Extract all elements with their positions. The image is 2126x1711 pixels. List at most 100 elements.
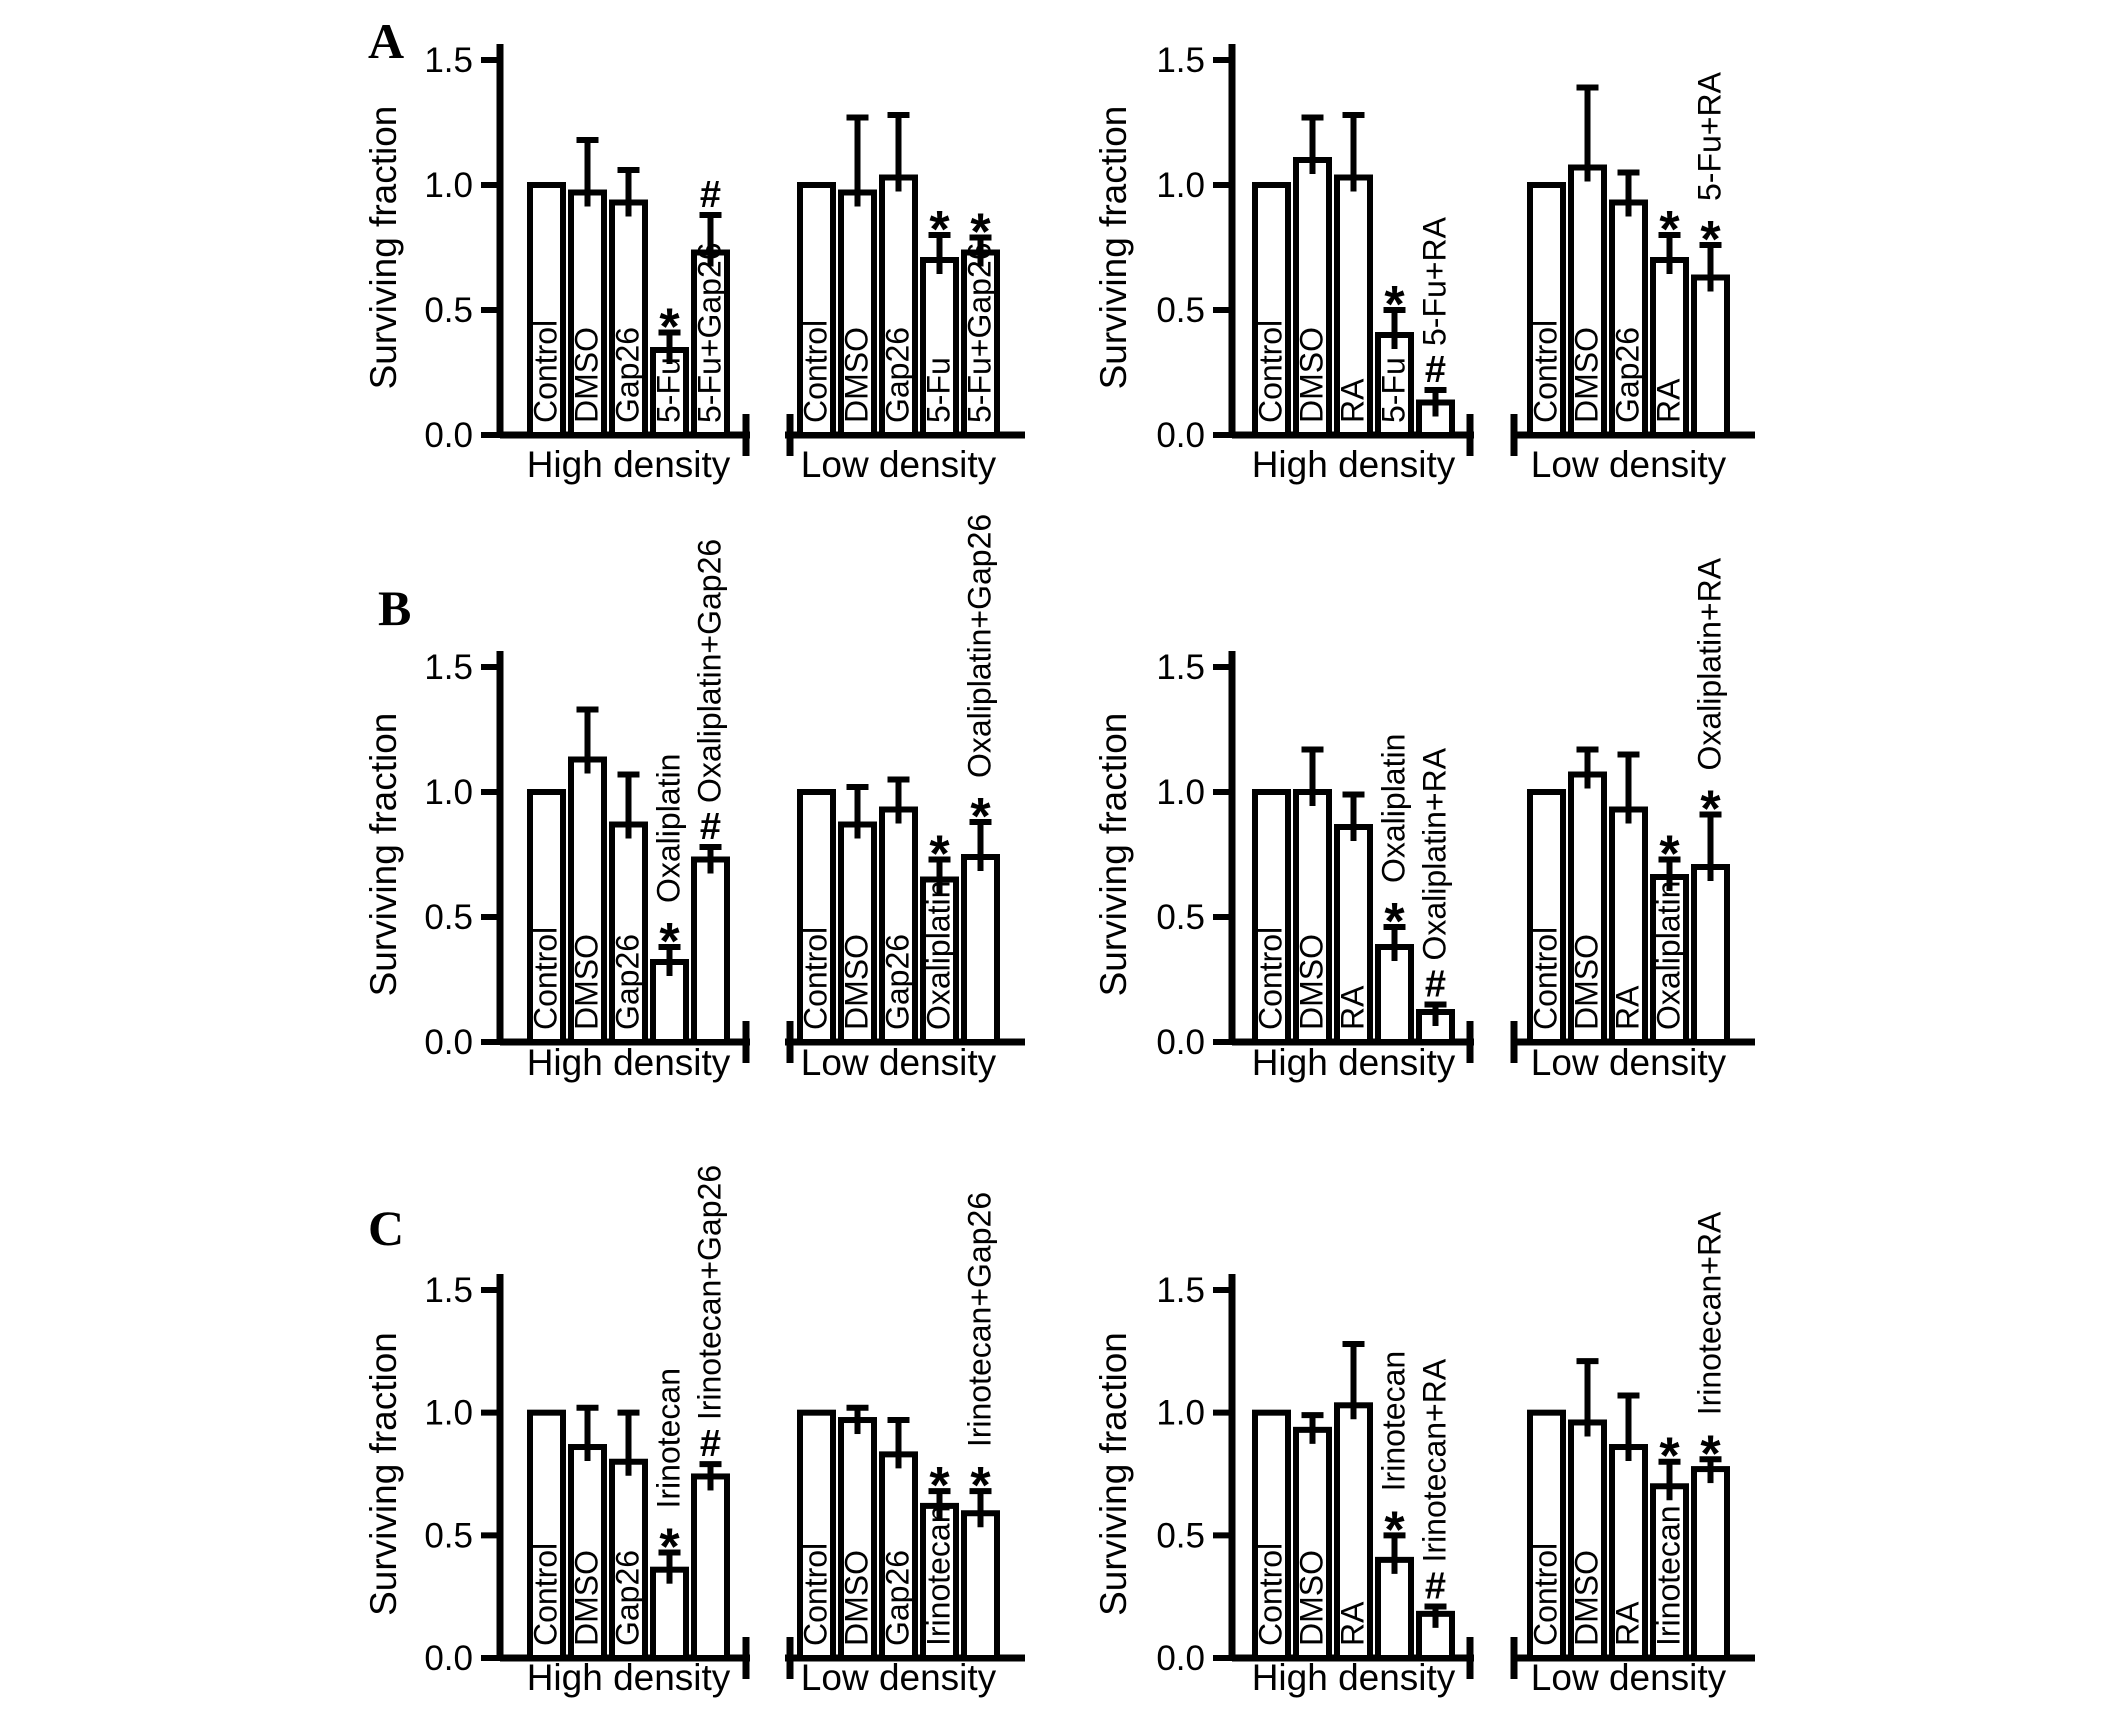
bar-label: Irinotecan	[1651, 1505, 1687, 1646]
bar-label: Gap26	[880, 934, 916, 1030]
bar-label: Gap26	[610, 1550, 646, 1646]
y-tick-label: 1.5	[1156, 1271, 1205, 1310]
panel-letter: A	[368, 13, 404, 69]
significance-asterisk: *	[1384, 1501, 1405, 1559]
y-tick-label: 0.5	[1156, 898, 1205, 937]
significance-asterisk: *	[659, 299, 680, 357]
y-tick-label: 1.0	[424, 773, 473, 812]
bar-DMSO	[1568, 771, 1607, 1045]
significance-hash: #	[700, 174, 721, 216]
bar-Irinotecan	[1650, 1483, 1689, 1661]
significance-asterisk: *	[1700, 211, 1721, 269]
bar-label: Oxaliplatin	[1651, 881, 1687, 1030]
y-tick-label: 1.0	[1156, 1394, 1205, 1433]
bar-DMSO	[568, 756, 607, 1045]
bar-label: DMSO	[1569, 934, 1605, 1030]
significance-asterisk: *	[970, 1457, 991, 1515]
significance-asterisk: *	[970, 204, 991, 262]
bar-label: Oxaliplatin+RA	[1417, 747, 1453, 960]
bar-label: DMSO	[1294, 327, 1330, 423]
bar-Oxaliplatin	[1650, 874, 1689, 1045]
panel-C: C Surviving fraction 0.0 0.5 1.0 1.5 High dens…	[363, 1165, 1755, 1698]
bar-label: Control	[1253, 1543, 1289, 1646]
bar-label: Irinotecan	[921, 1505, 957, 1646]
bar-label: RA	[1335, 985, 1371, 1030]
y-tick-label: 0.0	[1156, 1023, 1205, 1062]
bar-Oxaliplatin+Gap26	[691, 856, 730, 1045]
group-label: Low density	[801, 1657, 997, 1698]
significance-asterisk: *	[659, 1519, 680, 1577]
bar-Control	[1252, 1409, 1291, 1661]
bar-label: Control	[1528, 1543, 1564, 1646]
bar-label: 5-Fu	[921, 357, 957, 423]
y-axis-label: Surviving fraction	[363, 713, 404, 997]
group-label: Low density	[1531, 1657, 1727, 1698]
bar-label: 5-Fu+Gap26	[962, 242, 998, 423]
y-axis-label: Surviving fraction	[1093, 713, 1134, 997]
significance-hash: #	[1425, 1565, 1446, 1607]
y-axis-label: Surviving fraction	[1093, 106, 1134, 390]
panel-letter: C	[368, 1200, 404, 1256]
bar-Control	[1252, 182, 1291, 438]
y-tick-label: 0.5	[1156, 1516, 1205, 1555]
y-tick-label: 0.5	[424, 898, 473, 937]
significance-asterisk: *	[1384, 276, 1405, 334]
significance-hash: #	[700, 1423, 721, 1465]
significance-hash: #	[1425, 349, 1446, 391]
significance-hash: #	[700, 806, 721, 848]
y-tick-label: 0.5	[424, 291, 473, 330]
significance-asterisk: *	[929, 201, 950, 259]
y-tick-label: 0.0	[1156, 1639, 1205, 1678]
bar-DMSO	[1568, 164, 1607, 438]
significance-asterisk: *	[659, 913, 680, 971]
bar-Control	[797, 789, 836, 1045]
group-label: High density	[1252, 1042, 1456, 1083]
bar-label: Control	[798, 927, 834, 1030]
bar-label: Gap26	[880, 327, 916, 423]
y-tick-label: 1.5	[424, 1271, 473, 1310]
y-tick-label: 0.5	[424, 1516, 473, 1555]
bar-label: Gap26	[880, 1550, 916, 1646]
bar-DMSO	[1293, 157, 1332, 438]
panel-letter: B	[378, 580, 411, 636]
y-tick-label: 0.0	[424, 1023, 473, 1062]
bar-label: Irinotecan+Gap26	[962, 1192, 998, 1447]
significance-asterisk: *	[1384, 893, 1405, 951]
bar-label: 5-Fu+RA	[1417, 216, 1453, 346]
significance-asterisk: *	[1659, 1428, 1680, 1486]
bar-label: Control	[1528, 927, 1564, 1030]
bar-Irinotecan+RA	[1691, 1466, 1730, 1661]
bar-Gap26	[609, 821, 648, 1045]
bar-label: Oxaliplatin+RA	[1692, 557, 1728, 770]
group-label: Low density	[801, 444, 997, 485]
bar-label: Control	[798, 1543, 834, 1646]
bar-Irinotecan	[1375, 1556, 1414, 1661]
bar-Oxaliplatin	[1375, 944, 1414, 1045]
bar-label: DMSO	[569, 1550, 605, 1646]
group-label: High density	[1252, 1657, 1456, 1698]
y-tick-label: 1.5	[424, 41, 473, 80]
significance-asterisk: *	[929, 826, 950, 884]
bar-label: Control	[1253, 927, 1289, 1030]
bar-label: Control	[798, 320, 834, 423]
bar-Oxaliplatin	[920, 876, 959, 1045]
bar-label: DMSO	[839, 1550, 875, 1646]
y-tick-label: 1.0	[424, 1394, 473, 1433]
bar-label: RA	[1651, 378, 1687, 423]
significance-asterisk: *	[1700, 1425, 1721, 1483]
bar-Control	[527, 182, 566, 438]
bar-Control	[1252, 789, 1291, 1045]
significance-asterisk: *	[1659, 826, 1680, 884]
bar-label: Irinotecan	[651, 1368, 687, 1509]
group-label: Low density	[1531, 1042, 1727, 1083]
bar-label: RA	[1610, 985, 1646, 1030]
bar-5-Fu	[650, 347, 689, 438]
y-tick-label: 1.0	[1156, 773, 1205, 812]
bar-label: Control	[528, 927, 564, 1030]
bar-Irinotecan	[650, 1566, 689, 1661]
y-tick-label: 0.5	[1156, 291, 1205, 330]
bar-Irinotecan+Gap26	[961, 1510, 1000, 1661]
group-label: Low density	[1531, 444, 1727, 485]
bar-Oxaliplatin+Gap26	[961, 854, 1000, 1045]
bar-label: RA	[1610, 1601, 1646, 1646]
